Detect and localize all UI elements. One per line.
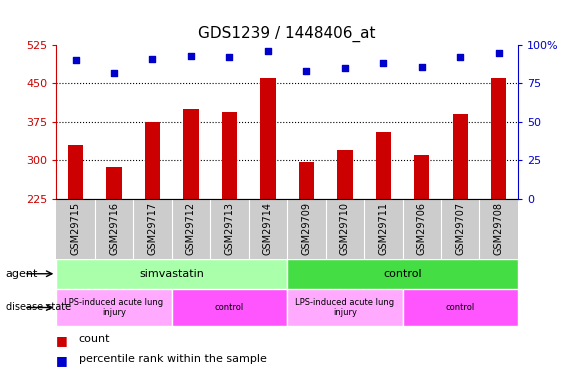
Bar	[298, 162, 314, 199]
Point	[379, 60, 388, 66]
Text: GSM29715: GSM29715	[70, 202, 81, 255]
Point	[263, 48, 272, 54]
Point	[109, 70, 118, 76]
Bar	[68, 145, 83, 199]
Text: GSM29710: GSM29710	[340, 202, 350, 255]
Bar	[184, 109, 199, 199]
Text: count: count	[79, 334, 110, 344]
Text: GSM29717: GSM29717	[148, 202, 158, 255]
Point	[455, 54, 464, 60]
Text: GSM29708: GSM29708	[494, 202, 504, 255]
Bar	[287, 289, 403, 326]
Text: GSM29713: GSM29713	[225, 202, 234, 255]
Bar	[287, 259, 518, 289]
Text: GSM29707: GSM29707	[455, 202, 465, 255]
Bar	[172, 289, 287, 326]
Text: GSM29716: GSM29716	[109, 202, 119, 255]
Bar	[222, 112, 237, 199]
Text: GSM29711: GSM29711	[378, 202, 388, 255]
Text: agent: agent	[6, 269, 38, 279]
Text: GSM29706: GSM29706	[417, 202, 427, 255]
Bar	[56, 289, 172, 326]
Point	[494, 50, 503, 56]
Text: simvastatin: simvastatin	[139, 269, 204, 279]
Bar	[414, 155, 430, 199]
Point	[225, 54, 234, 60]
Text: ■: ■	[56, 354, 68, 368]
Bar	[337, 150, 352, 199]
Text: GSM29712: GSM29712	[186, 202, 196, 255]
Point	[417, 63, 426, 69]
Text: control: control	[215, 303, 244, 312]
Text: disease state: disease state	[6, 303, 71, 312]
Text: control: control	[383, 269, 422, 279]
Text: ■: ■	[56, 334, 68, 347]
Text: percentile rank within the sample: percentile rank within the sample	[79, 354, 267, 364]
Point	[186, 53, 195, 59]
Bar	[145, 122, 160, 199]
Point	[71, 57, 80, 63]
Text: LPS-induced acute lung
injury: LPS-induced acute lung injury	[64, 298, 164, 317]
Bar	[376, 132, 391, 199]
Text: GSM29709: GSM29709	[301, 202, 311, 255]
Text: GSM29714: GSM29714	[263, 202, 273, 255]
Text: LPS-induced acute lung
injury: LPS-induced acute lung injury	[295, 298, 395, 317]
Text: control: control	[446, 303, 475, 312]
Bar	[56, 259, 287, 289]
Bar	[453, 114, 468, 199]
Bar	[403, 289, 518, 326]
Point	[302, 68, 311, 74]
Title: GDS1239 / 1448406_at: GDS1239 / 1448406_at	[198, 26, 376, 42]
Bar	[491, 78, 507, 199]
Point	[148, 56, 157, 62]
Bar	[106, 167, 122, 199]
Point	[340, 65, 349, 71]
Bar	[260, 78, 276, 199]
